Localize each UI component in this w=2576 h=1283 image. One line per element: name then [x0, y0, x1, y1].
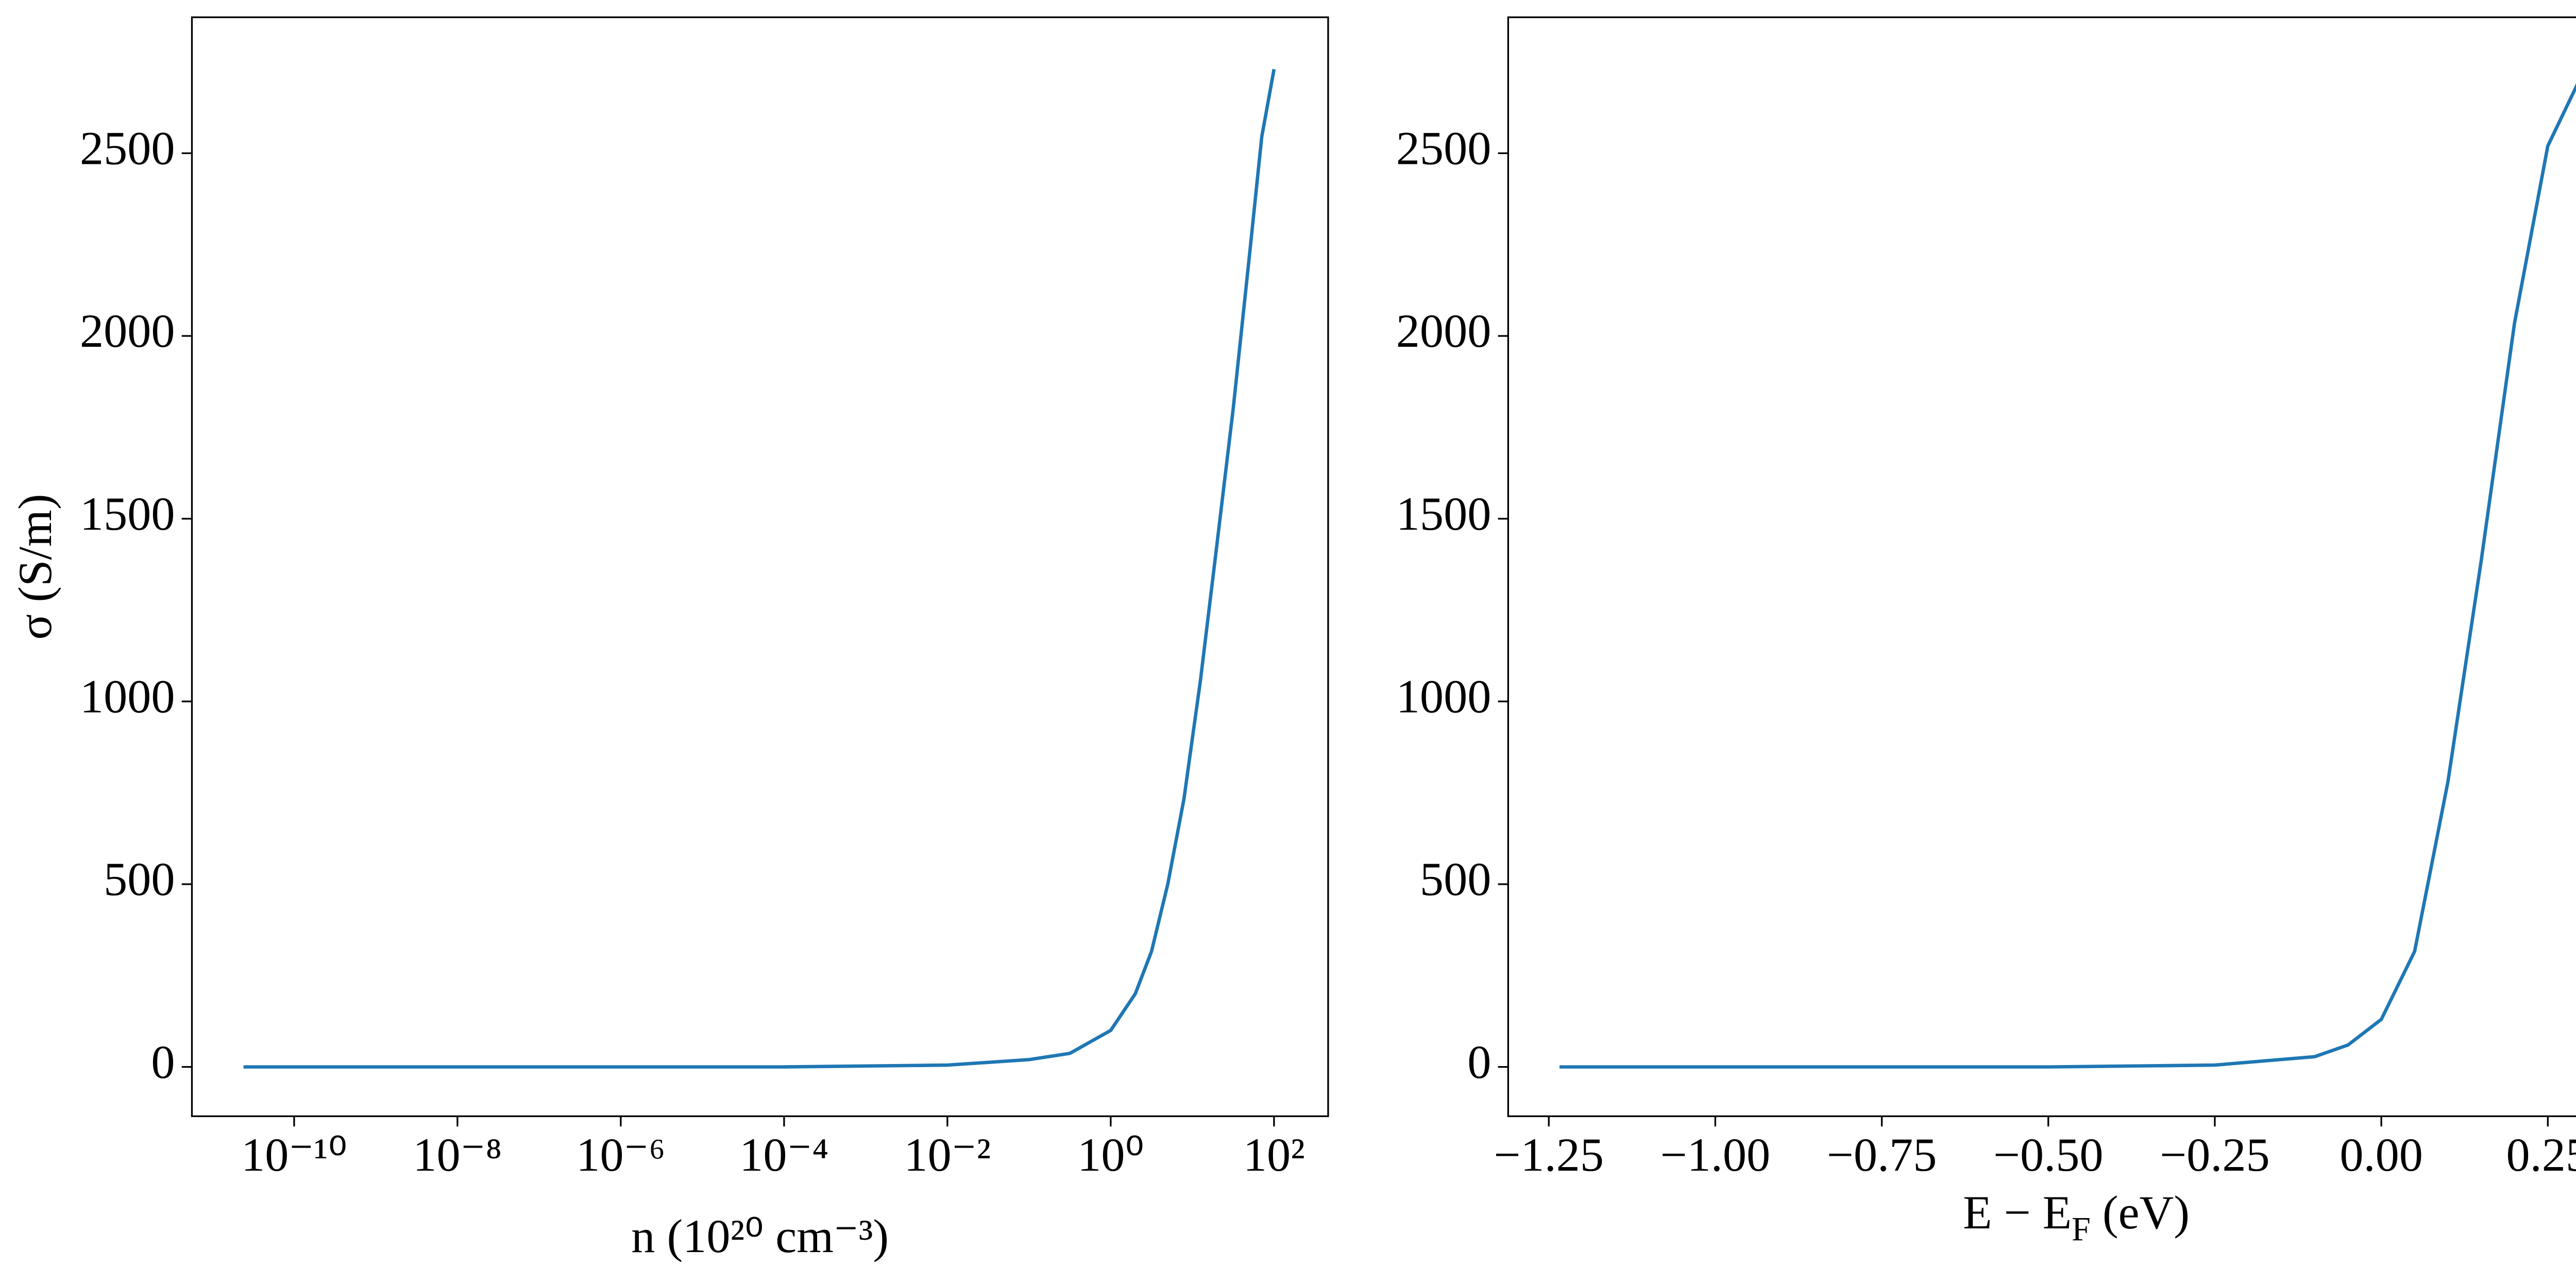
y-axis-label: σ (S/m) — [9, 494, 61, 639]
y-tick-label: 1500 — [80, 487, 175, 540]
x-tick-label: −1.00 — [1660, 1128, 1771, 1181]
x-tick-label: 10⁻⁴ — [739, 1128, 828, 1181]
x-axis-label-part: F — [2072, 1210, 2091, 1248]
y-tick-label: 500 — [104, 853, 175, 905]
x-tick-label: −1.25 — [1494, 1128, 1604, 1181]
x-tick-label: 0.00 — [2340, 1128, 2423, 1181]
plot-frame — [191, 16, 1329, 1118]
x-tick-label: 0.25 — [2506, 1128, 2576, 1181]
x-axis-label: E − EF (eV) — [1963, 1186, 2190, 1248]
x-tick-label: −0.75 — [1827, 1128, 1937, 1181]
y-tick-label: 500 — [1420, 853, 1491, 905]
y-tick-label: 2000 — [1396, 305, 1492, 357]
y-tick-label: 2500 — [1396, 122, 1492, 175]
data-line — [1559, 83, 2576, 1069]
x-axis-label-part: (eV) — [2091, 1186, 2190, 1239]
x-axis-label-part: E − E — [1963, 1186, 2072, 1239]
y-tick-label: 2000 — [80, 305, 175, 357]
y-tick-label: 0 — [1467, 1036, 1491, 1088]
x-tick-label: 10⁻¹⁰ — [241, 1128, 347, 1181]
y-tick-label: 0 — [151, 1036, 175, 1088]
y-tick-label: 1000 — [80, 670, 175, 723]
x-tick-label: 10² — [1243, 1128, 1305, 1181]
data-line — [243, 69, 1276, 1069]
x-tick-label: 10⁻⁸ — [413, 1128, 502, 1181]
plot-frame — [1507, 16, 2576, 1118]
y-tick-label: 1000 — [1396, 670, 1492, 723]
y-tick-label: 2500 — [80, 122, 175, 175]
x-tick-label: −0.25 — [2160, 1128, 2270, 1181]
x-tick-label: 10⁻⁶ — [576, 1128, 665, 1181]
x-tick-label: 10⁰ — [1077, 1128, 1144, 1181]
x-axis-label: n (10²⁰ cm⁻³) — [631, 1210, 889, 1262]
x-tick-label: 10⁻² — [904, 1128, 991, 1181]
y-tick-label: 1500 — [1396, 487, 1492, 540]
x-tick-label: −0.50 — [1993, 1128, 2104, 1181]
